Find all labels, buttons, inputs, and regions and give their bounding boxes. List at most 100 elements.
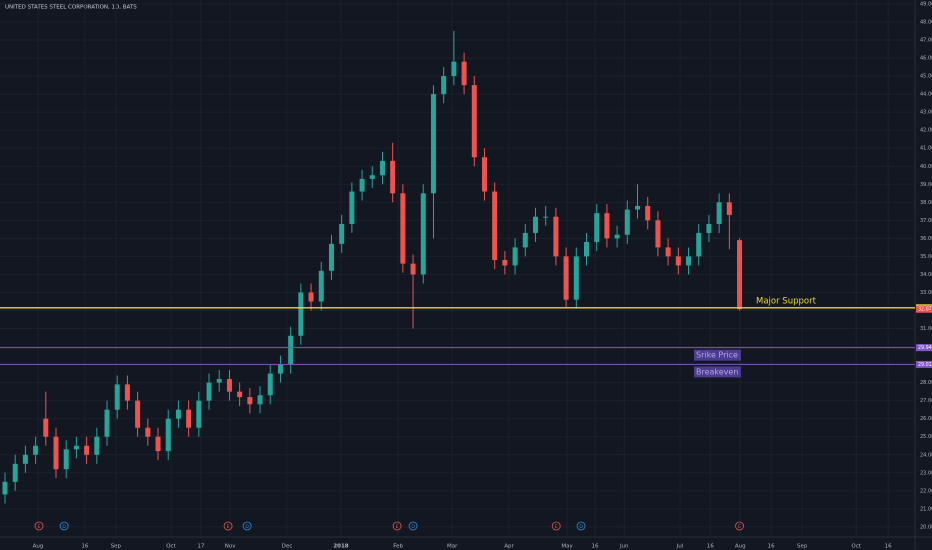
y-tick-label: 26.00 [920,416,932,422]
event-marker [392,521,402,531]
candle-body [655,220,661,248]
x-tick-label: Aug [735,544,746,550]
level-price-box [916,360,932,368]
candle-body [624,209,630,235]
y-tick-label: 33.00 [920,290,932,296]
event-marker [223,521,233,531]
candle-body [135,400,141,428]
candle-body [502,260,508,266]
candle-body [400,193,406,264]
level-name: Major Support [756,296,817,306]
candle-body [481,157,487,192]
candle-body [145,427,151,437]
candle-body [84,445,90,455]
candle-body [12,463,18,482]
candle-body [441,76,447,95]
y-tick-label: 22.00 [920,488,932,494]
last-price-box [916,305,932,313]
candle-body [553,216,559,257]
chart-title: UNITED STATES STEEL CORPORATION, 1D, BAT… [5,5,137,11]
candle-body [532,216,538,233]
y-tick-label: 23.00 [920,470,932,476]
candle-body [420,193,426,275]
candle-body [298,292,304,336]
y-tick-label: 44.00 [920,92,932,98]
candle-body [686,256,692,266]
event-label: E [396,524,399,530]
x-tick-label: 16 [707,544,714,550]
event-label: E [38,524,41,530]
x-tick-label: 16 [768,544,775,550]
candle-body [288,335,294,365]
y-tick-label: 43.00 [920,110,932,116]
event-label: D [62,524,66,530]
candle-body [114,384,120,410]
candle-body [430,94,436,194]
event-marker [735,521,744,531]
y-tick-label: 25.00 [920,434,932,440]
candle-body [175,409,181,419]
candle-body [43,418,49,437]
candle-body [675,256,681,266]
candle-body [33,445,39,455]
level-name-box [694,349,741,361]
candle-body [73,445,79,450]
candle-body [53,436,59,470]
event-label: E [738,524,741,530]
x-tick-label: 2018 [333,544,348,550]
event-label: D [579,524,583,530]
candle-body [277,364,283,374]
candle-body [237,391,243,398]
x-tick-label: 17 [197,544,204,550]
event-marker [34,521,44,531]
y-tick-label: 47.00 [920,38,932,44]
candle-body [410,263,416,275]
event-marker [242,521,252,531]
candle-body [645,205,651,221]
y-tick-label: 39.00 [920,182,932,188]
event-label: E [227,524,230,530]
level-price-label: 29.94 [918,345,932,351]
y-tick-label: 24.00 [920,452,932,458]
candle-body [318,270,324,302]
candle-body [563,256,569,300]
candle-body [614,234,620,239]
candle-body [635,205,641,210]
candle-body [267,373,273,396]
x-tick-label: May [561,544,573,550]
x-tick-label: Nov [225,544,236,550]
candle-body [512,247,518,266]
x-tick-label: Mar [447,544,458,550]
event-label: D [245,524,249,530]
y-tick-label: 46.00 [920,56,932,62]
y-tick-label: 21.00 [920,506,932,512]
candle-body [94,436,100,455]
candle-body [379,160,385,176]
y-tick-label: 49.00 [920,1,932,7]
candle-body [206,382,212,401]
y-tick-label: 40.00 [920,164,932,170]
candle-body [124,384,130,401]
candle-body [2,481,8,495]
candle-body [63,449,69,470]
x-tick-label: Sep [797,544,808,550]
y-tick-label: 35.00 [920,254,932,260]
candle-body [665,247,671,257]
candle-body [328,243,334,271]
x-tick-label: Aug [33,544,44,550]
candle-body [584,241,590,257]
candle-body [359,178,365,192]
y-tick-label: 42.00 [920,128,932,134]
y-tick-label: 28.00 [920,380,932,386]
last-price-label: 32.07 [918,307,932,313]
candle-body [451,61,457,77]
candle-body [165,418,171,452]
level-name: Breakeven [696,367,738,376]
candle-body [390,160,396,194]
y-tick-label: 20.00 [920,524,932,530]
candle-body [155,436,161,452]
candle-body [604,213,610,239]
candle-body [696,232,702,257]
